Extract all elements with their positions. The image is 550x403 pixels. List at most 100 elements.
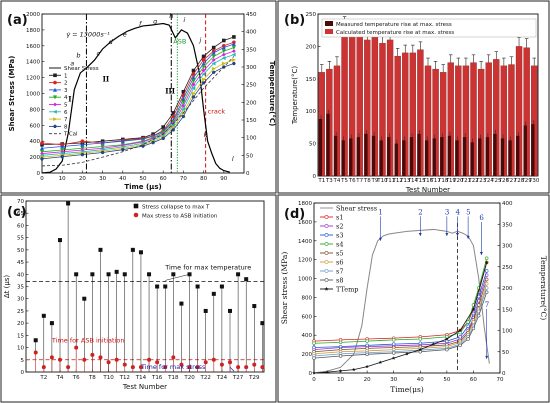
bar-measured: [500, 138, 505, 176]
y-tick-label-d: 200: [302, 352, 313, 358]
x-tick-label-b: T12: [391, 178, 402, 184]
point-arrowhead-d: [455, 233, 459, 237]
legend-label-d: TTemp: [336, 286, 358, 294]
bar-measured: [409, 137, 414, 176]
legend-label-a: 2: [64, 81, 68, 87]
bar-measured: [516, 135, 520, 176]
point-a-1: [191, 68, 196, 73]
x-tick-label-b: T16: [422, 178, 434, 184]
series-line-a-0: [41, 22, 231, 174]
legend-marker-c: [133, 212, 139, 218]
point-a-7: [232, 57, 237, 62]
x-tick-label-d: 40: [417, 377, 424, 383]
y-tick-label-c: 60: [17, 223, 24, 229]
point-d-3: [392, 342, 396, 346]
point-a-5: [221, 52, 226, 57]
point-a-5: [231, 49, 236, 54]
point-c-1: [244, 365, 249, 370]
x-tick-label-a: 70: [180, 176, 187, 182]
x-tick-label-c: T6: [72, 375, 80, 381]
legend-swatch-b: [325, 21, 333, 26]
y2-tick-label-d: 0: [502, 371, 506, 377]
point-number-d: 5: [466, 208, 470, 216]
point-c-1: [236, 365, 241, 370]
point-arrowhead-d: [378, 237, 382, 241]
point-c-0: [66, 201, 71, 206]
point-d-3: [312, 345, 316, 350]
y-tick-label-a: 2000: [26, 12, 40, 18]
x-tick-label-c: T16: [151, 375, 163, 381]
point-d-4: [418, 337, 422, 341]
x-tick-label-d: 70: [497, 377, 504, 383]
point-a-8: [120, 148, 125, 152]
legend-label-a: 6: [64, 110, 68, 116]
point-d-8: [445, 347, 449, 352]
y2-tick-label-a: 250: [246, 83, 257, 89]
y-axis-title-d: Shear stress (MPa): [280, 252, 289, 325]
y2-tick-label-d: 150: [502, 307, 513, 313]
point-c-1: [252, 362, 257, 367]
x-tick-label-a: 90: [220, 176, 227, 182]
y2-tick-label-d: 250: [502, 265, 513, 271]
point-c-0: [155, 284, 160, 289]
y-tick-label-d: 800: [302, 295, 313, 301]
legend-label-d: s8: [336, 277, 343, 285]
point-letter-a: e: [123, 30, 127, 38]
panel-d-frame: [277, 194, 550, 403]
y-tick-label-b: 250: [306, 12, 317, 18]
point-a-1: [222, 38, 226, 43]
legend-marker-a: [53, 73, 57, 78]
x-axis-title-a: Time (μs): [124, 183, 161, 191]
point-a-3: [120, 139, 125, 143]
point-c-0: [260, 321, 265, 326]
x-tick-label-b: T9: [370, 178, 378, 184]
x-tick-label-a: 30: [99, 176, 106, 182]
x-tick-label-c: T8: [88, 375, 96, 381]
y-axis-title-b: Temperature(°C): [291, 66, 299, 125]
y2-tick-label-a: 450: [246, 12, 257, 18]
point-c-0: [90, 272, 95, 277]
legend-label-d: s5: [336, 250, 343, 258]
x-tick-label-b: T4: [333, 178, 341, 184]
legend-label-d: s2: [336, 223, 343, 231]
point-a-8: [191, 95, 196, 99]
point-c-0: [98, 247, 103, 252]
point-c-0: [171, 272, 176, 277]
x-tick-label-b: T28: [513, 178, 525, 184]
panel-c: 0 5 10 15 20 25 30 35 40 45 50 55 60 65 70 Δt (μs) Test …: [3, 199, 265, 391]
point-arrowhead-d: [485, 355, 489, 359]
y-tick-label-a: 1600: [26, 44, 40, 50]
annotation-c: Time for ASB initiation: [51, 337, 125, 345]
annotation-arrow-c: [229, 366, 235, 372]
y-tick-label-a: 1000: [26, 92, 40, 98]
x-tick-label-a: 50: [140, 176, 147, 182]
x-tick-label-b: T26: [498, 178, 510, 184]
x-tick-label-b: T5: [340, 178, 348, 184]
point-c-0: [74, 272, 79, 277]
x-tick-label-a: 40: [119, 176, 126, 182]
x-tick-label-b: T3: [325, 178, 333, 184]
point-c-0: [49, 321, 54, 326]
point-a-4: [221, 49, 226, 54]
point-d-9: [365, 364, 370, 369]
bar-measured: [470, 142, 474, 176]
point-d-4: [392, 338, 396, 342]
point-letter-a: f: [139, 20, 143, 28]
point-a-8: [60, 155, 65, 159]
point-d-9: [391, 356, 396, 360]
y-tick-label-d: 1600: [298, 220, 312, 226]
point-a-7: [201, 77, 206, 82]
bar-measured: [326, 113, 330, 176]
point-d-3: [477, 294, 481, 299]
x-tick-label-b: T27: [505, 178, 517, 184]
x-tick-label-c: T24: [216, 375, 228, 381]
y-tick-label-a: 1800: [26, 28, 40, 34]
point-a-8: [181, 114, 186, 119]
x-axis-title-b: Test Number: [405, 186, 450, 194]
point-a-1: [161, 125, 165, 129]
y-tick-label-c: 30: [17, 297, 24, 303]
point-c-0: [138, 250, 143, 255]
bar-measured: [508, 140, 512, 176]
point-a-3: [231, 41, 236, 46]
